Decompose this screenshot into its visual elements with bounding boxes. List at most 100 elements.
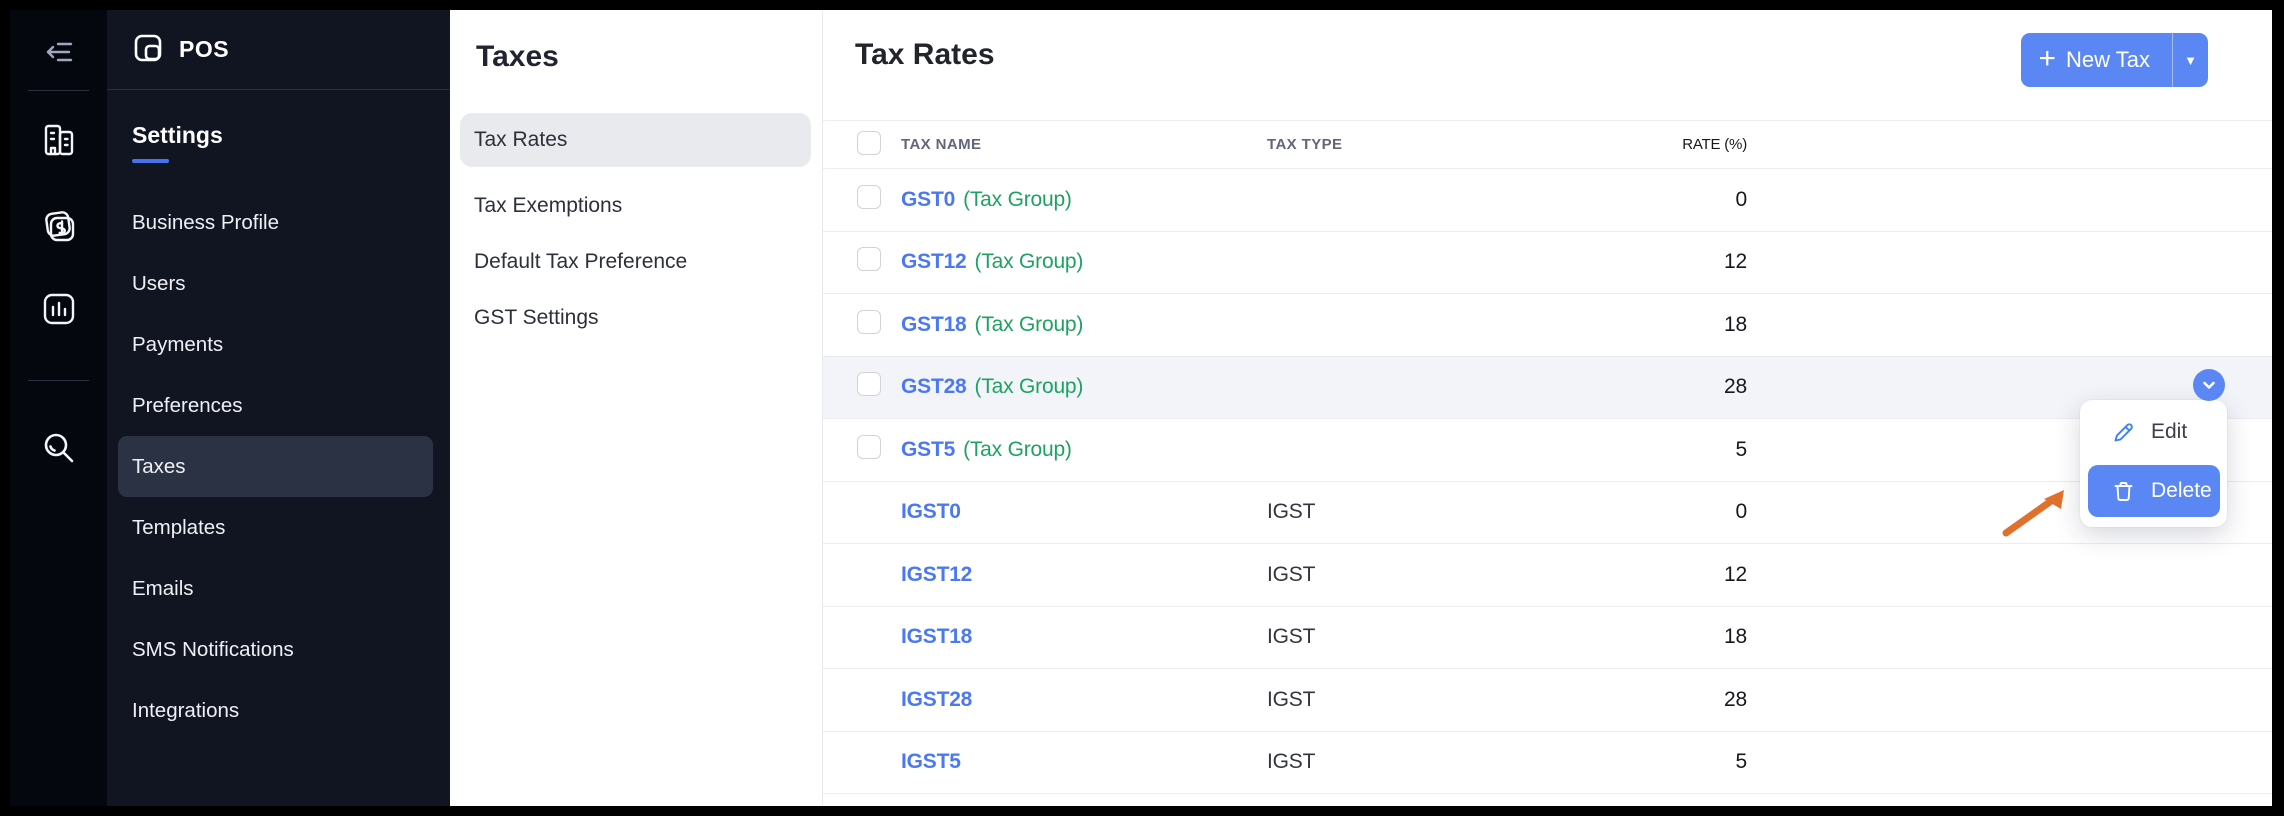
row-checkbox[interactable] xyxy=(857,309,881,334)
table-row: GST18 (Tax Group) 18 xyxy=(823,294,2272,357)
table-body: GST0 (Tax Group) 0 GST12 (Tax Group) 12 xyxy=(823,169,2272,794)
tax-name-link[interactable]: GST5 xyxy=(901,437,956,461)
tax-rate-cell: 18 xyxy=(1724,312,1747,336)
select-all-checkbox[interactable] xyxy=(857,130,881,155)
settings-sidebar: POS Settings Business Profile Users Paym… xyxy=(107,10,450,806)
tax-name-link[interactable]: GST28 xyxy=(901,375,967,399)
row-checkbox[interactable] xyxy=(857,247,881,272)
table-header: TAX NAME TAX TYPE RATE (%) xyxy=(823,120,2272,169)
tax-group-suffix: (Tax Group) xyxy=(974,312,1084,336)
tax-name-link[interactable]: GST0 xyxy=(901,187,956,211)
tax-rate-cell: 28 xyxy=(1724,375,1747,399)
tax-name-link[interactable]: IGST28 xyxy=(901,687,973,711)
table-row: GST0 (Tax Group) 0 xyxy=(823,169,2272,232)
tax-group-suffix: (Tax Group) xyxy=(974,250,1084,274)
settings-nav-item[interactable]: Templates xyxy=(107,497,450,558)
plus-icon: + xyxy=(2038,41,2057,75)
tax-group-suffix: (Tax Group) xyxy=(974,375,1084,399)
tax-rate-cell: 18 xyxy=(1724,625,1747,649)
settings-title-underline xyxy=(132,159,169,163)
main-content: Tax Rates + New Tax ▼ TAX NAME TAX TYPE … xyxy=(823,10,2272,806)
taxes-nav-item[interactable]: GST Settings xyxy=(450,290,822,346)
tax-type-cell: IGST xyxy=(1267,562,1316,586)
tax-name-link[interactable]: GST18 xyxy=(901,312,967,336)
caret-down-icon: ▼ xyxy=(2184,52,2197,68)
new-tax-dropdown-toggle[interactable]: ▼ xyxy=(2172,33,2208,87)
settings-nav-item-label: Integrations xyxy=(132,698,240,722)
tax-rate-cell: 5 xyxy=(1735,750,1748,774)
taxes-nav-item[interactable]: Tax Exemptions xyxy=(450,178,822,234)
taxes-nav-item-label: Tax Rates xyxy=(474,128,568,151)
page-title: Tax Rates xyxy=(855,38,995,71)
settings-nav-item-label: Users xyxy=(132,271,186,295)
column-header-tax-name[interactable]: TAX NAME xyxy=(901,136,982,153)
row-checkbox[interactable] xyxy=(857,372,881,397)
tax-group-suffix: (Tax Group) xyxy=(963,437,1072,461)
taxes-nav-item-label: GST Settings xyxy=(474,306,599,329)
taxes-nav: Tax Rates Tax Exemptions Default Tax Pre… xyxy=(450,113,822,346)
column-header-rate[interactable]: RATE (%) xyxy=(1682,136,1747,153)
taxes-nav-item-label: Default Tax Preference xyxy=(474,250,688,273)
settings-nav-item-label: Business Profile xyxy=(132,210,279,234)
settings-nav-item[interactable]: Taxes xyxy=(118,436,433,497)
menu-item-edit-label: Edit xyxy=(2151,420,2188,443)
tax-rate-cell: 12 xyxy=(1724,250,1747,274)
settings-nav-item[interactable]: Emails xyxy=(107,558,450,619)
tax-name-link[interactable]: IGST18 xyxy=(901,625,973,649)
tax-group-suffix: (Tax Group) xyxy=(963,187,1072,211)
taxes-nav-item[interactable]: Default Tax Preference xyxy=(450,234,822,290)
chevron-down-icon xyxy=(2203,381,2215,389)
collapse-sidebar-icon[interactable] xyxy=(41,34,77,70)
table-row: IGST12 IGST 12 xyxy=(823,544,2272,607)
menu-item-delete-label: Delete xyxy=(2151,479,2212,502)
tax-rate-cell: 12 xyxy=(1724,562,1747,586)
app-header: POS xyxy=(107,10,450,90)
taxes-nav-item[interactable]: Tax Rates xyxy=(460,113,811,167)
menu-item-edit[interactable]: Edit xyxy=(2080,408,2227,456)
settings-nav-item[interactable]: Business Profile xyxy=(107,192,450,253)
column-header-tax-type[interactable]: TAX TYPE xyxy=(1267,136,1343,153)
rail-divider xyxy=(28,380,89,381)
pencil-icon xyxy=(2112,421,2135,444)
tax-name-link[interactable]: GST12 xyxy=(901,250,967,274)
orange-annotation-arrow xyxy=(2002,490,2064,537)
trash-icon xyxy=(2112,480,2135,503)
rail-divider xyxy=(28,90,89,91)
search-icon[interactable] xyxy=(39,428,79,468)
payments-money-icon[interactable] xyxy=(39,206,79,246)
new-tax-button[interactable]: + New Tax xyxy=(2021,33,2173,87)
settings-nav-item[interactable]: SMS Notifications xyxy=(107,619,450,680)
settings-nav-item[interactable]: Payments xyxy=(107,314,450,375)
tax-name-link[interactable]: IGST5 xyxy=(901,750,961,774)
tax-rate-cell: 0 xyxy=(1735,187,1748,211)
row-checkbox[interactable] xyxy=(857,434,881,459)
settings-nav-title: Settings xyxy=(132,122,223,148)
settings-nav-item-label: Emails xyxy=(132,576,194,600)
reports-chart-icon[interactable] xyxy=(39,289,79,329)
app-window: POS Settings Business Profile Users Paym… xyxy=(10,10,2272,806)
row-actions-menu: Edit Delete xyxy=(2080,400,2227,527)
icon-rail xyxy=(10,10,107,806)
taxes-subnav-title: Taxes xyxy=(476,40,559,73)
tax-rate-cell: 28 xyxy=(1724,687,1747,711)
settings-nav-item-label: Preferences xyxy=(132,393,243,417)
settings-nav-item[interactable]: Integrations xyxy=(107,680,450,741)
tax-name-link[interactable]: IGST0 xyxy=(901,500,961,524)
menu-item-delete[interactable]: Delete xyxy=(2088,465,2220,517)
settings-nav: Business Profile Users Payments Preferen… xyxy=(107,192,450,741)
table-row: GST5 (Tax Group) 5 xyxy=(823,419,2272,482)
table-row: IGST18 IGST 18 xyxy=(823,607,2272,669)
building-icon[interactable] xyxy=(39,120,79,160)
app-title: POS xyxy=(179,36,230,62)
row-actions-toggle[interactable] xyxy=(2193,369,2225,401)
table-row: GST28 (Tax Group) 28 xyxy=(823,356,2272,419)
settings-nav-item[interactable]: Preferences xyxy=(107,375,450,436)
new-tax-button-label: New Tax xyxy=(2066,47,2150,72)
tax-name-link[interactable]: IGST12 xyxy=(901,562,973,586)
settings-nav-item[interactable]: Users xyxy=(107,253,450,314)
taxes-nav-item-label: Tax Exemptions xyxy=(474,194,623,217)
settings-nav-item-label: Templates xyxy=(132,515,226,539)
row-checkbox[interactable] xyxy=(857,184,881,209)
table-row: IGST28 IGST 28 xyxy=(823,669,2272,732)
tax-rate-cell: 5 xyxy=(1735,437,1748,461)
